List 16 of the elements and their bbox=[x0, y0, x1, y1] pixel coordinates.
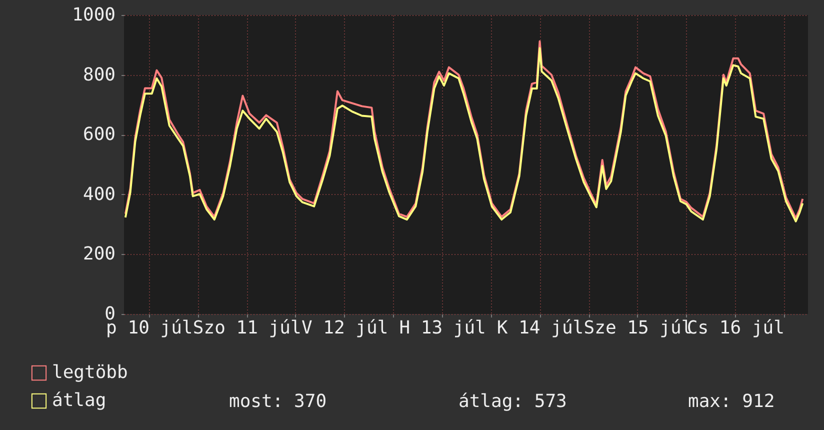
y-tick-label: 0 bbox=[104, 304, 116, 324]
y-tick-label: 400 bbox=[82, 184, 116, 205]
text: max: 912 bbox=[688, 391, 775, 412]
x-tick-label: H 13 júl bbox=[399, 318, 486, 338]
x-tick-label: Szo 11 júl bbox=[192, 318, 302, 338]
y-tick-label: 800 bbox=[82, 64, 116, 86]
y-tick-label: 600 bbox=[82, 124, 116, 146]
x-tick-label: Cs 16 júl bbox=[686, 318, 784, 338]
text: most: 370 bbox=[229, 391, 327, 412]
legend-label: legtöbb bbox=[52, 362, 128, 383]
x-tick-label: K 14 júl bbox=[496, 318, 584, 338]
x-tick-label: V 12 júl bbox=[301, 318, 388, 338]
y-tick-label: 1000 bbox=[72, 4, 116, 26]
y-tick-label: 200 bbox=[82, 244, 116, 265]
text: átlag: 573 bbox=[458, 391, 567, 412]
legend-label: átlag bbox=[52, 390, 106, 411]
